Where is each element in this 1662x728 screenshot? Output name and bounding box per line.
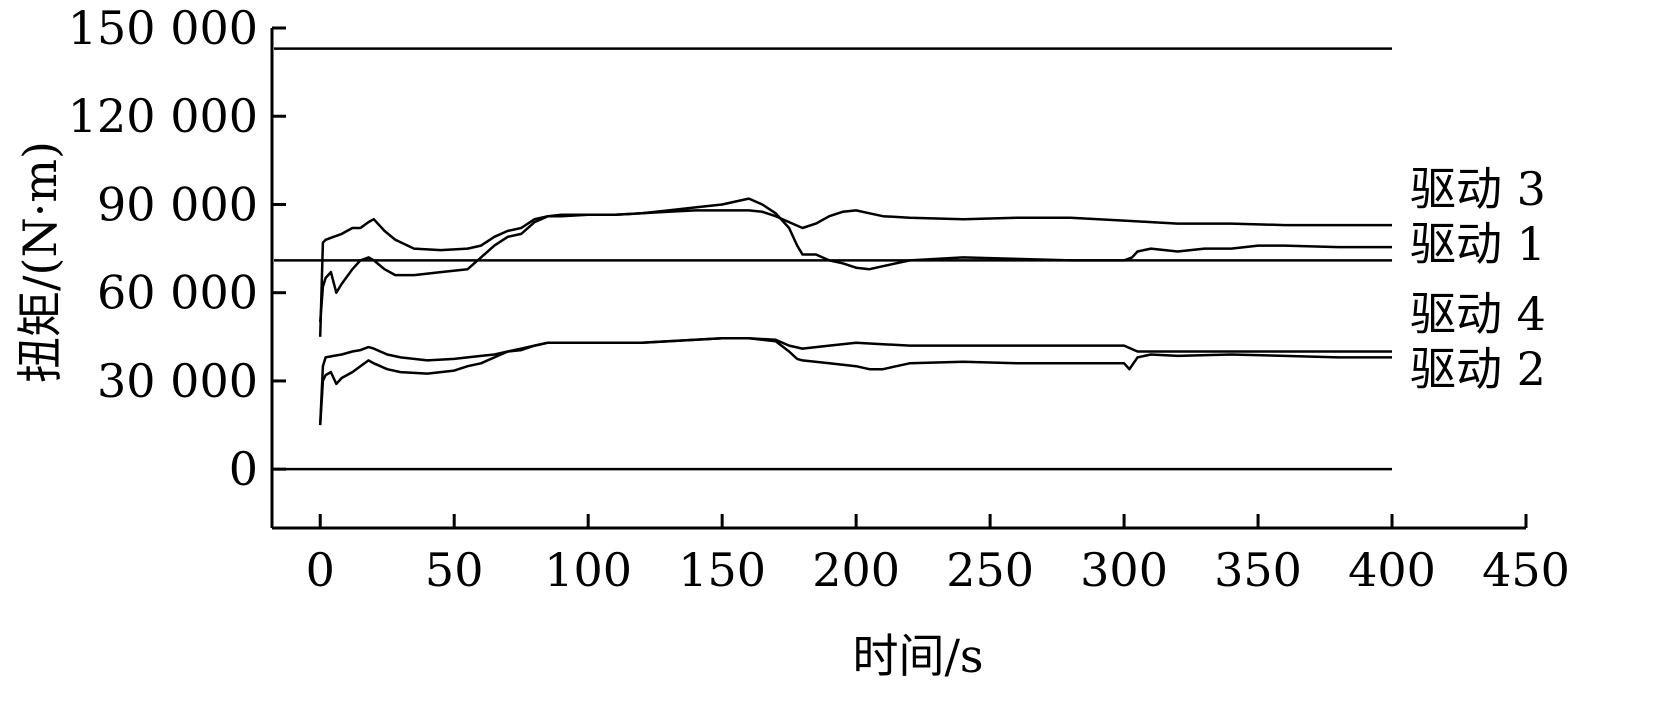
x-tick-label: 100 bbox=[544, 543, 632, 597]
series-line bbox=[318, 209, 1392, 337]
reference-lines bbox=[274, 47, 1393, 471]
x-tick-label: 250 bbox=[946, 543, 1034, 597]
series-label: 驱动 4 bbox=[1410, 287, 1546, 341]
x-tick-label: 300 bbox=[1080, 543, 1168, 597]
series-label: 驱动 3 bbox=[1410, 162, 1546, 216]
series-labels: 驱动 3驱动 1 驱动 4驱动 2 bbox=[1410, 162, 1546, 396]
series-label: 驱动 2 bbox=[1410, 342, 1546, 396]
y-axis-ticks: 0 30 000 60 000 90 000 120 000 150 000 bbox=[68, 1, 286, 496]
x-axis-title: 时间/s bbox=[852, 629, 983, 683]
series-line bbox=[318, 337, 1392, 426]
x-axis-ticks: 0 50 100 150 200 250 300 350 400 450 bbox=[306, 514, 1570, 597]
plot-frame bbox=[270, 28, 1526, 530]
x-tick-label: 150 bbox=[678, 543, 766, 597]
x-tick-label: 50 bbox=[425, 543, 484, 597]
y-tick-label: 150 000 bbox=[68, 1, 258, 55]
x-tick-label: 200 bbox=[812, 543, 900, 597]
x-tick-label: 0 bbox=[306, 543, 335, 597]
y-tick-label: 0 bbox=[229, 442, 258, 496]
x-tick-label: 350 bbox=[1214, 543, 1302, 597]
y-tick-label: 30 000 bbox=[97, 354, 258, 408]
y-tick-label: 120 000 bbox=[68, 89, 258, 143]
y-tick-label: 60 000 bbox=[97, 266, 258, 320]
y-axis-title: 扭矩/(N·m) bbox=[13, 141, 67, 383]
x-tick-label: 450 bbox=[1482, 543, 1570, 597]
series-label: 驱动 1 bbox=[1410, 217, 1546, 271]
series-line bbox=[318, 197, 1392, 323]
x-tick-label: 400 bbox=[1348, 543, 1436, 597]
y-tick-label: 90 000 bbox=[97, 177, 258, 231]
series-line bbox=[318, 337, 1392, 426]
series-lines bbox=[318, 197, 1392, 426]
